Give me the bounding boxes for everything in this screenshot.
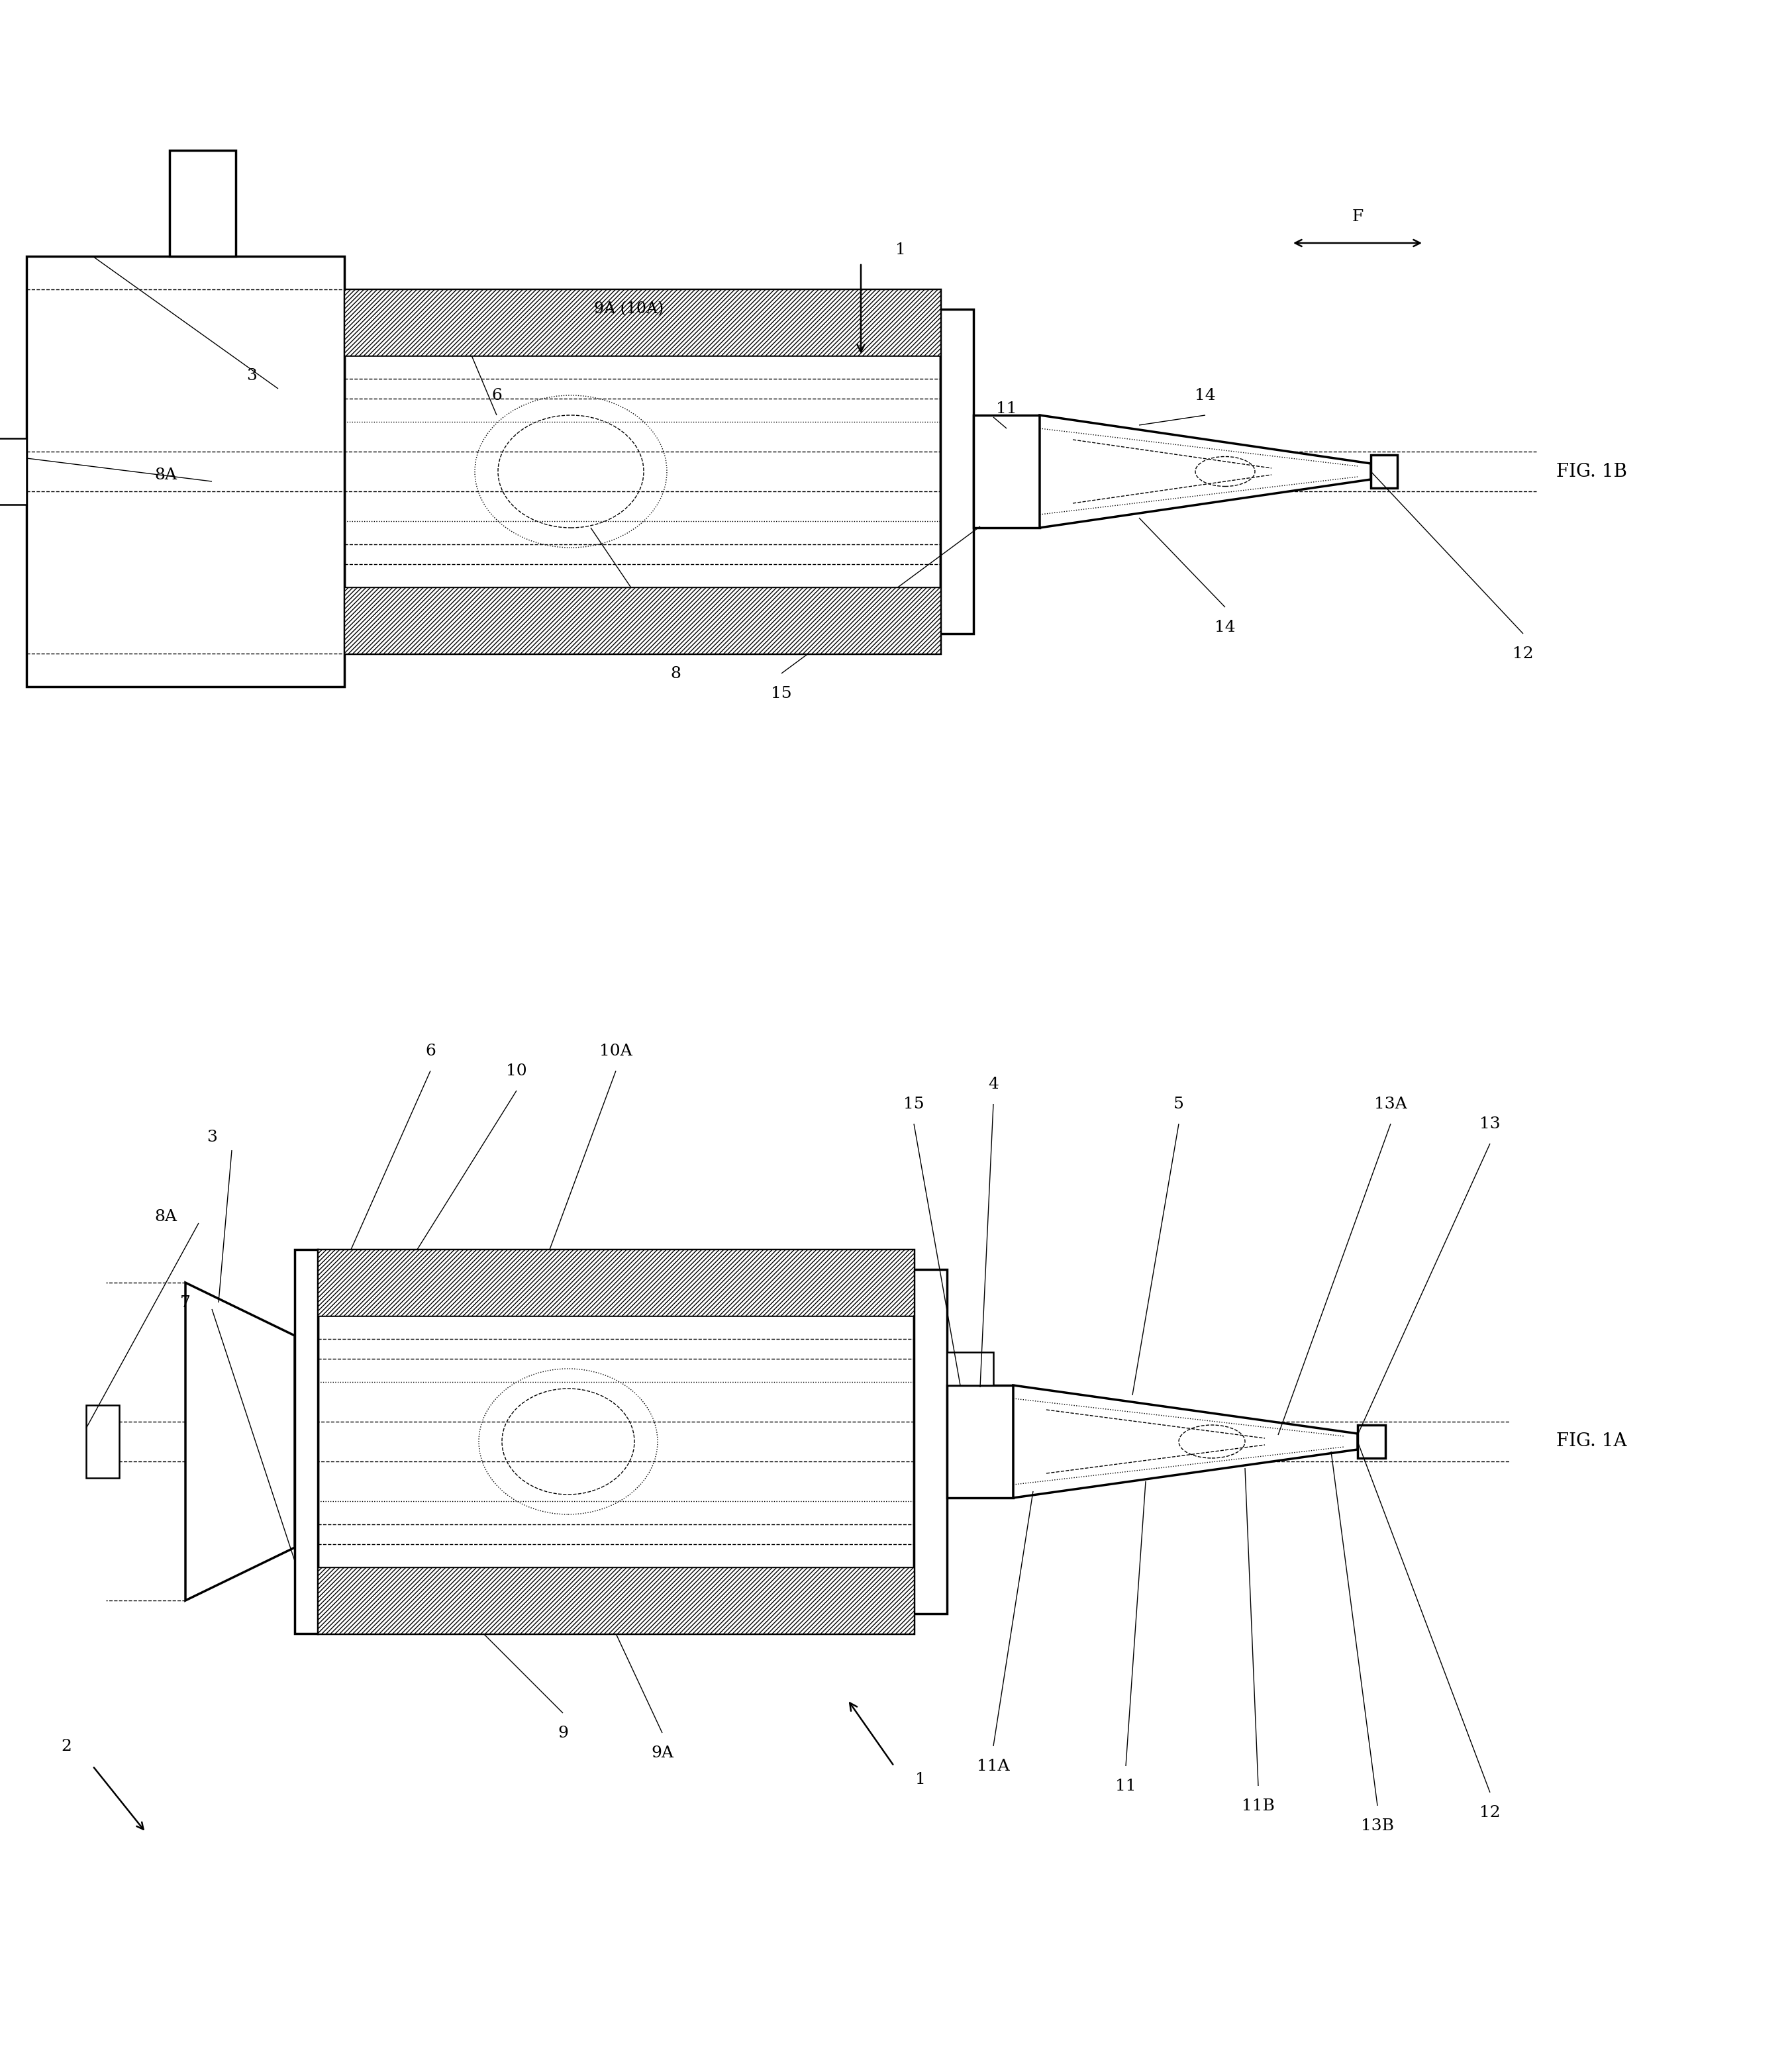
Text: 15: 15 (903, 1096, 925, 1110)
Text: 9A: 9A (650, 1746, 674, 1761)
Bar (946, 1352, 993, 1385)
Text: 3: 3 (246, 367, 256, 384)
Bar (1371, 454, 1398, 487)
Text: 13: 13 (1480, 1117, 1500, 1131)
Text: 5: 5 (1174, 1096, 1185, 1110)
Bar (27, 256, 344, 687)
Bar (914, 1269, 946, 1614)
Bar (317, 1567, 914, 1633)
Bar (941, 310, 973, 634)
Text: 11: 11 (1115, 1779, 1136, 1794)
Polygon shape (185, 1282, 294, 1600)
Text: 8A: 8A (154, 466, 177, 483)
Bar (1358, 1424, 1385, 1457)
Text: 11B: 11B (1242, 1798, 1274, 1814)
Text: 6: 6 (425, 1042, 435, 1059)
Bar (86, 1406, 120, 1478)
Text: FIG. 1A: FIG. 1A (1555, 1432, 1627, 1451)
Text: 9A (10A): 9A (10A) (595, 301, 665, 318)
Text: 7: 7 (181, 1294, 190, 1311)
Text: 10A: 10A (599, 1042, 633, 1059)
Text: 2: 2 (61, 1738, 72, 1754)
Text: 8: 8 (670, 667, 681, 681)
Text: 10: 10 (505, 1063, 527, 1077)
Text: 13A: 13A (1374, 1096, 1407, 1110)
Text: 3: 3 (206, 1129, 217, 1146)
Bar (344, 289, 941, 355)
Bar (317, 1249, 914, 1633)
Text: 12: 12 (1512, 646, 1534, 660)
Bar (0, 438, 27, 504)
Text: 9: 9 (557, 1726, 568, 1740)
Bar (973, 415, 1039, 528)
Text: 11: 11 (996, 400, 1018, 417)
Bar (294, 1249, 317, 1633)
Polygon shape (1039, 415, 1371, 528)
Bar (344, 289, 941, 654)
Text: 1: 1 (916, 1771, 926, 1787)
Text: 11A: 11A (977, 1759, 1009, 1773)
Text: 1: 1 (896, 241, 905, 258)
Text: 15: 15 (771, 685, 792, 702)
Text: 13B: 13B (1360, 1818, 1394, 1833)
Bar (344, 588, 941, 654)
Bar (170, 151, 237, 256)
Text: F: F (1351, 208, 1364, 225)
Bar (317, 1249, 914, 1315)
Bar (946, 1385, 1012, 1498)
Polygon shape (1012, 1385, 1358, 1498)
Text: 14: 14 (1215, 619, 1236, 636)
Text: 4: 4 (987, 1075, 998, 1092)
Text: 12: 12 (1480, 1804, 1500, 1820)
Text: 14: 14 (1195, 388, 1215, 402)
Text: 8A: 8A (154, 1210, 177, 1224)
Text: 6: 6 (491, 388, 502, 402)
Text: FIG. 1B: FIG. 1B (1555, 462, 1627, 481)
